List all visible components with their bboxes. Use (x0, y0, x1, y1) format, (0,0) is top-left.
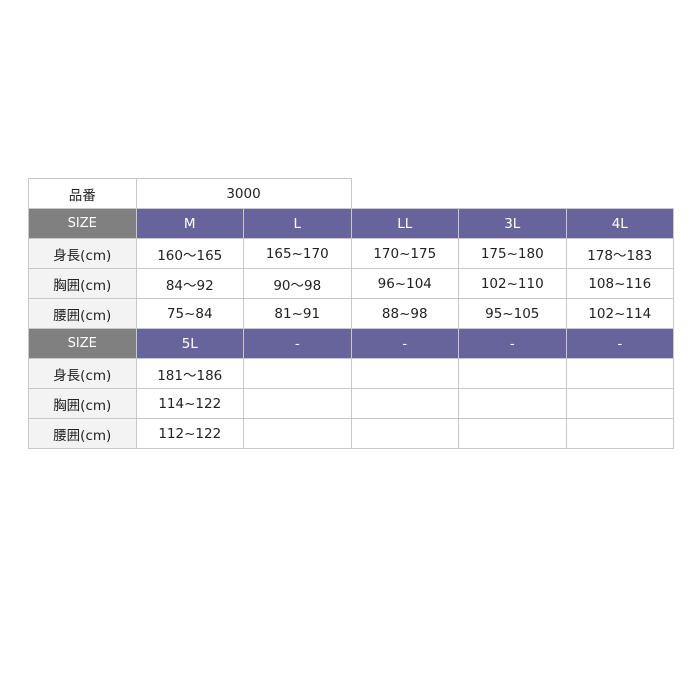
measurement-value (350, 388, 459, 419)
size-header-row: SIZE 5L - - - - (28, 328, 674, 359)
measurement-value: 95~105 (458, 298, 567, 329)
size-header-cell: LL (350, 208, 459, 239)
measurement-value: 75~84 (135, 298, 244, 329)
measurement-row: 身長(cm) 160〜165 165~170 170~175 175~180 178〜18… (28, 238, 674, 269)
measurement-value: 102~114 (565, 298, 674, 329)
product-number: 3000 (135, 178, 352, 209)
measurement-value: 178〜183 (565, 238, 674, 269)
measurement-value (565, 388, 674, 419)
measurement-value: 170~175 (350, 238, 459, 269)
product-row: 品番 3000 (28, 178, 674, 209)
measurement-label: 腰囲(cm) (28, 298, 137, 329)
size-label: SIZE (28, 328, 137, 359)
measurement-value: 84〜92 (135, 268, 244, 299)
measurement-value (565, 358, 674, 389)
measurement-value (458, 388, 567, 419)
measurement-value: 181〜186 (135, 358, 244, 389)
measurement-value: 81~91 (243, 298, 352, 329)
measurement-row: 腰囲(cm) 75~84 81~91 88~98 95~105 102~114 (28, 298, 674, 329)
measurement-value (243, 418, 352, 449)
measurement-row: 胸囲(cm) 84〜92 90〜98 96~104 102~110 108~116 (28, 268, 674, 299)
product-label: 品番 (28, 178, 137, 209)
measurement-value: 102~110 (458, 268, 567, 299)
measurement-value: 160〜165 (135, 238, 244, 269)
measurement-value (350, 358, 459, 389)
measurement-value (243, 388, 352, 419)
measurement-value: 175~180 (458, 238, 567, 269)
measurement-value (350, 418, 459, 449)
measurement-label: 胸囲(cm) (28, 388, 137, 419)
size-header-cell: L (243, 208, 352, 239)
measurement-row: 身長(cm) 181〜186 (28, 358, 674, 389)
size-header-cell: - (350, 328, 459, 359)
size-chart-table: 品番 3000 SIZE M L LL 3L 4L 身長(cm) 160〜165 165~170… (28, 178, 674, 449)
measurement-label: 身長(cm) (28, 238, 137, 269)
measurement-row: 腰囲(cm) 112~122 (28, 418, 674, 449)
measurement-value: 90〜98 (243, 268, 352, 299)
measurement-value (565, 418, 674, 449)
measurement-label: 身長(cm) (28, 358, 137, 389)
size-header-cell: 4L (565, 208, 674, 239)
measurement-label: 胸囲(cm) (28, 268, 137, 299)
measurement-value: 96~104 (350, 268, 459, 299)
measurement-value: 114~122 (135, 388, 244, 419)
measurement-value: 108~116 (565, 268, 674, 299)
measurement-value: 112~122 (135, 418, 244, 449)
size-header-cell: - (565, 328, 674, 359)
size-header-cell: 5L (135, 328, 244, 359)
size-header-row: SIZE M L LL 3L 4L (28, 208, 674, 239)
size-header-cell: - (243, 328, 352, 359)
measurement-value (458, 358, 567, 389)
measurement-label: 腰囲(cm) (28, 418, 137, 449)
size-header-cell: - (458, 328, 567, 359)
measurement-value (243, 358, 352, 389)
size-header-cell: M (135, 208, 244, 239)
measurement-value (458, 418, 567, 449)
measurement-value: 165~170 (243, 238, 352, 269)
size-label: SIZE (28, 208, 137, 239)
size-header-cell: 3L (458, 208, 567, 239)
measurement-row: 胸囲(cm) 114~122 (28, 388, 674, 419)
measurement-value: 88~98 (350, 298, 459, 329)
